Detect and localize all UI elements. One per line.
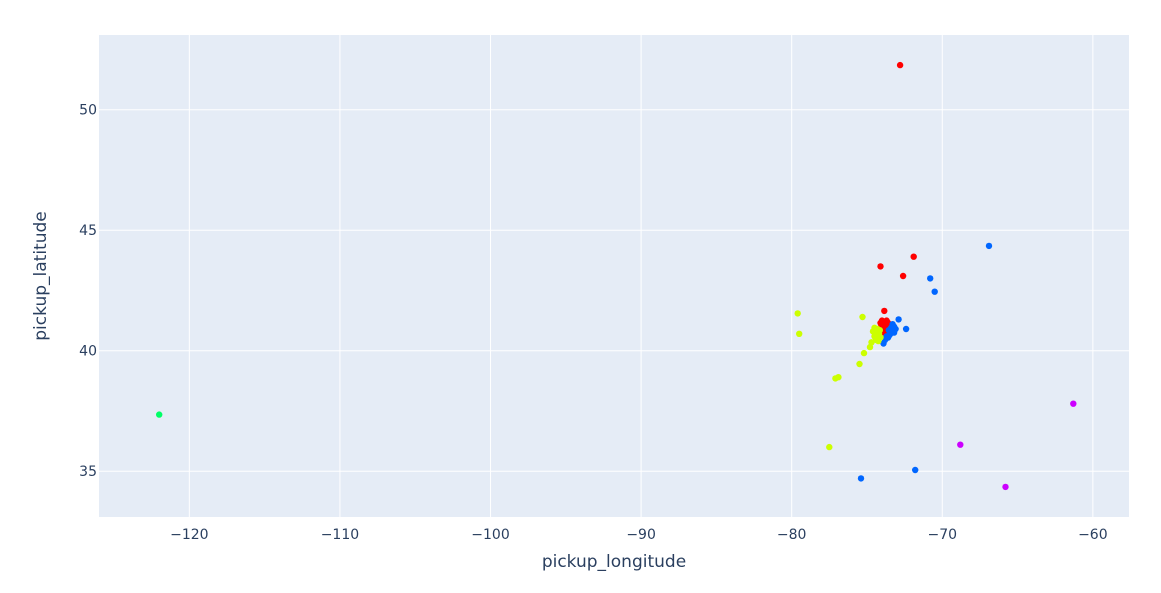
scatter-point [902, 325, 910, 333]
x-tick-label: −60 [1078, 527, 1108, 543]
scatter-point [856, 360, 863, 368]
scatter-point [927, 275, 934, 282]
scatter-point [881, 321, 889, 328]
scatter-point [957, 441, 964, 448]
x-tick-label: −80 [777, 527, 807, 543]
plot-area [99, 35, 1129, 517]
scatter-point [826, 443, 833, 451]
grid-lines [99, 35, 1129, 517]
scatter-point [881, 307, 888, 315]
x-tick-label: −90 [626, 527, 656, 543]
scatter-point [860, 349, 868, 357]
scatter-point [796, 330, 803, 337]
x-axis-title: pickup_longitude [542, 552, 686, 572]
scatter-point [896, 61, 904, 69]
scatter-point [877, 263, 884, 270]
scatter-point [880, 340, 887, 347]
scatter-point [859, 313, 866, 321]
x-tick-label: −70 [928, 527, 958, 543]
y-tick-label: 50 [79, 103, 97, 119]
y-tick-label: 35 [79, 464, 97, 480]
scatter-point [895, 316, 902, 323]
scatter-point [832, 375, 839, 382]
scatter-point [931, 288, 938, 295]
scatter-point [156, 411, 163, 418]
scatter-point [1002, 483, 1009, 491]
scatter-point [876, 327, 883, 334]
scatter-point [1070, 400, 1077, 407]
scatter-point [910, 253, 917, 260]
scatter-point [875, 337, 882, 345]
scatter-point [857, 475, 865, 482]
scatter-point [873, 331, 880, 339]
scatter-point [794, 310, 801, 317]
scatter-point [899, 272, 907, 280]
x-tick-label: −100 [471, 527, 509, 543]
scatter-point [866, 343, 874, 351]
x-tick-labels: −120 −110 −100 −90 −80 −70 −60 [170, 527, 1108, 543]
y-tick-label: 40 [79, 344, 97, 360]
scatter-point [887, 330, 894, 337]
scatter-point [985, 242, 993, 250]
data-points [156, 61, 1077, 491]
scatter-point [890, 323, 898, 330]
x-tick-label: −110 [321, 527, 359, 543]
y-tick-labels: 35 40 45 50 [79, 103, 97, 480]
scatter-point [912, 466, 919, 474]
scatter-point [871, 324, 878, 331]
y-axis-title: pickup_latitude [31, 211, 51, 340]
y-tick-label: 45 [79, 223, 97, 239]
x-tick-label: −120 [170, 527, 208, 543]
